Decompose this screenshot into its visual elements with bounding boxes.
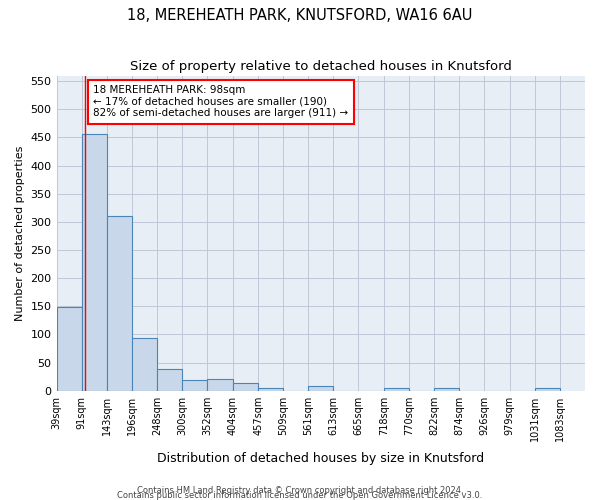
Bar [56,308,82,391]
Bar [182,380,208,391]
Text: 18 MEREHEATH PARK: 98sqm
← 17% of detached houses are smaller (190)
82% of semi-: 18 MEREHEATH PARK: 98sqm ← 17% of detach… [93,85,349,118]
Text: Contains HM Land Registry data © Crown copyright and database right 2024.: Contains HM Land Registry data © Crown c… [137,486,463,495]
Bar [233,384,258,391]
Text: Contains public sector information licensed under the Open Government Licence v3: Contains public sector information licen… [118,491,482,500]
Y-axis label: Number of detached properties: Number of detached properties [15,146,25,321]
X-axis label: Distribution of detached houses by size in Knutsford: Distribution of detached houses by size … [157,452,484,465]
Bar [535,388,560,391]
Bar [308,386,334,391]
Bar [157,370,182,391]
Title: Size of property relative to detached houses in Knutsford: Size of property relative to detached ho… [130,60,512,73]
Bar [258,388,283,391]
Bar [82,134,107,391]
Bar [132,338,157,391]
Bar [384,388,409,391]
Bar [434,388,459,391]
Bar [107,216,132,391]
Bar [208,379,233,391]
Text: 18, MEREHEATH PARK, KNUTSFORD, WA16 6AU: 18, MEREHEATH PARK, KNUTSFORD, WA16 6AU [127,8,473,22]
